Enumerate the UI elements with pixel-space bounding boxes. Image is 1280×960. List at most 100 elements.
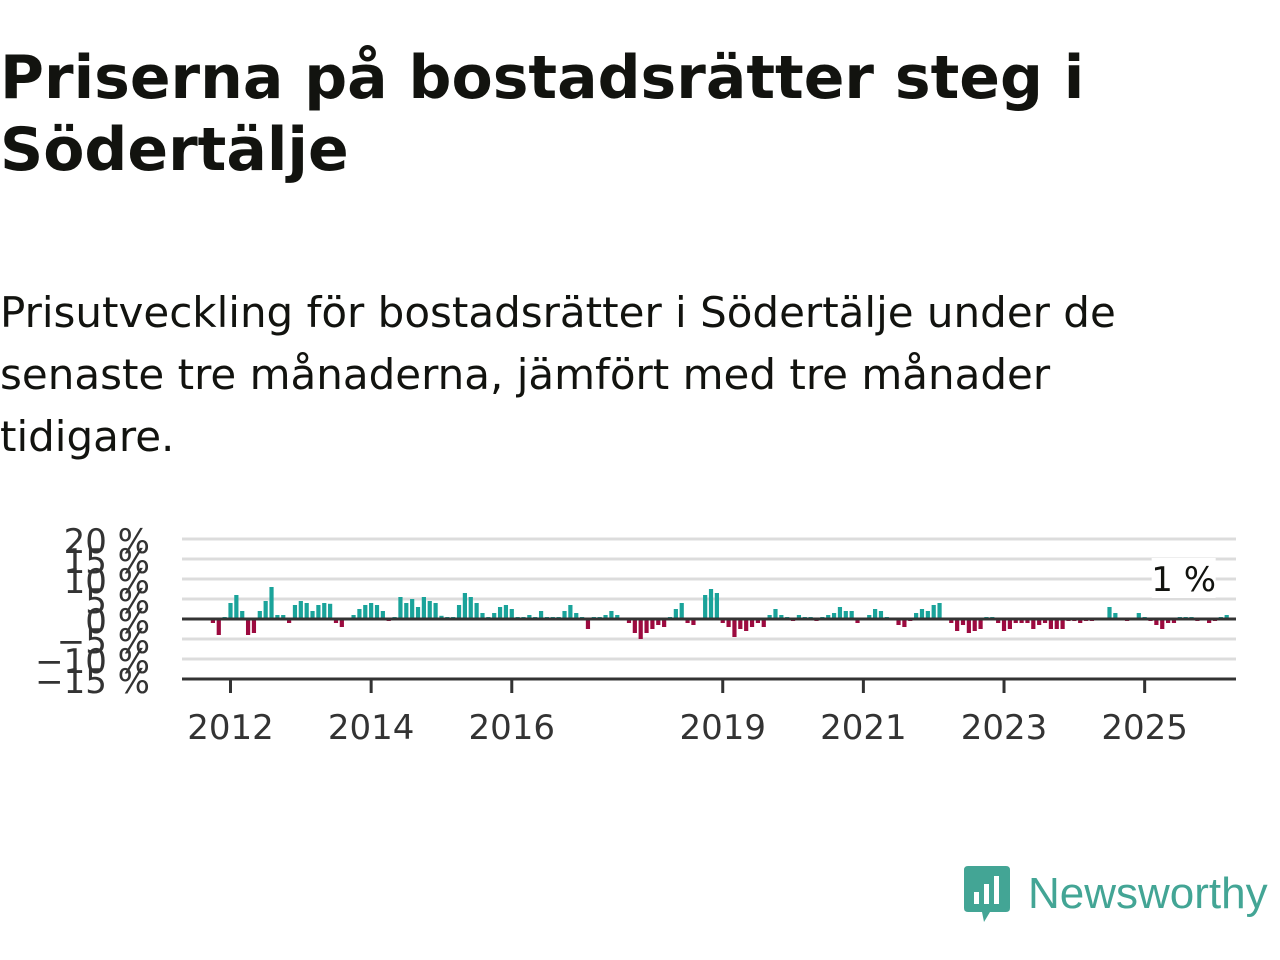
bar: [650, 619, 655, 629]
bar: [826, 615, 831, 619]
bar: [609, 611, 614, 619]
y-tick-label: 0 %: [85, 602, 150, 642]
bar: [275, 615, 280, 619]
newsworthy-logo: Newsworthy: [962, 862, 1268, 926]
bar: [1107, 607, 1112, 619]
x-tick-label: 2023: [961, 708, 1048, 748]
bar: [996, 619, 1001, 623]
bar: [1171, 619, 1177, 623]
bar: [328, 603, 333, 619]
y-tick-label: −15 %: [35, 662, 150, 702]
bar: [931, 605, 936, 619]
bar: [738, 619, 743, 629]
bar: [298, 601, 303, 619]
bar: [855, 619, 860, 623]
x-tick-label: 2014: [328, 708, 415, 748]
bar: [691, 619, 696, 625]
bar: [761, 619, 766, 627]
y-tick-label: 20 %: [64, 522, 150, 562]
bar: [333, 619, 339, 623]
bar: [374, 605, 380, 619]
annotation-background: [1151, 558, 1216, 598]
bar: [1001, 619, 1007, 631]
bar: [656, 619, 661, 625]
bar: [351, 615, 356, 619]
bar: [896, 619, 901, 625]
bar: [421, 597, 426, 619]
latest-value-label: 1 %: [1151, 560, 1216, 600]
x-tick-label: 2012: [187, 708, 274, 748]
bar: [339, 619, 344, 627]
bar-chart-speech-bubble-icon: [964, 866, 1010, 922]
bar: [568, 605, 573, 619]
bar: [831, 613, 837, 619]
bar: [415, 607, 421, 619]
bar: [843, 611, 848, 619]
bar: [966, 619, 971, 633]
brand-name: Newsworthy: [1028, 869, 1268, 918]
bar: [767, 615, 772, 619]
bar: [398, 597, 403, 619]
bar: [914, 613, 919, 619]
bar: [720, 619, 725, 623]
bar: [509, 609, 514, 619]
bar: [251, 619, 257, 633]
bar: [497, 607, 503, 619]
bar: [937, 603, 942, 619]
bar: [292, 605, 298, 619]
bar: [480, 613, 485, 619]
bar: [281, 615, 286, 619]
bar: [638, 619, 643, 639]
bar: [1031, 619, 1036, 629]
bar: [662, 619, 667, 627]
bar: [732, 619, 737, 637]
bar: [1207, 619, 1212, 623]
x-tick-label: 2016: [469, 708, 556, 748]
bar: [287, 619, 292, 623]
bar: [626, 619, 632, 623]
bar: [1054, 619, 1059, 629]
bar: [960, 619, 966, 625]
bar: [363, 605, 368, 619]
bar: [779, 615, 784, 619]
chart-title: Priserna på bostadsrätter steg i Södertä…: [0, 43, 1085, 185]
price-change-bar-chart: 20 %15 %10 %5 %0 %−5 %−10 %−15 % 2012 2014…: [35, 522, 1236, 748]
y-tick-label: 5 %: [85, 582, 150, 622]
bar: [708, 589, 714, 619]
bar: [714, 593, 719, 619]
y-tick-label: 15 %: [64, 542, 150, 582]
bar: [925, 611, 930, 619]
chart-subtitle: Prisutveckling för bostadsrätter i Söder…: [0, 288, 1116, 461]
bar: [878, 611, 884, 619]
y-tick-label: 10 %: [64, 562, 150, 602]
bar: [644, 619, 649, 633]
bar: [726, 619, 731, 627]
bar: [439, 615, 444, 619]
y-tick-label: −5 %: [57, 622, 150, 662]
bar: [269, 587, 274, 619]
bar: [1166, 619, 1171, 623]
bar: [1019, 619, 1024, 623]
bar: [410, 599, 415, 619]
bar: [234, 595, 239, 619]
x-tick-label: 2019: [679, 708, 766, 748]
bar: [357, 609, 362, 619]
bar: [240, 611, 245, 619]
bar: [773, 609, 778, 619]
bar: [673, 609, 678, 619]
bar: [462, 593, 467, 619]
bar: [744, 619, 749, 631]
bar: [1013, 619, 1018, 623]
bar: [949, 619, 954, 623]
bar: [615, 615, 620, 619]
bar: [245, 619, 251, 635]
bar: [369, 603, 374, 619]
bar: [1060, 619, 1065, 629]
bar: [955, 619, 960, 631]
bar: [849, 611, 854, 619]
bar: [404, 603, 409, 619]
bar: [304, 603, 309, 619]
bar: [492, 613, 497, 619]
bar: [574, 613, 579, 619]
bar: [210, 619, 216, 623]
